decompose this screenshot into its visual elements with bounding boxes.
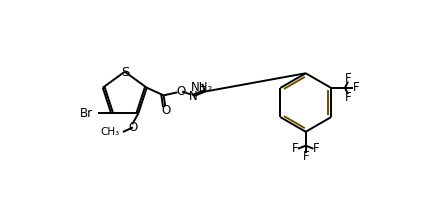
Text: N: N — [189, 90, 197, 103]
Text: CH₃: CH₃ — [100, 127, 120, 137]
Text: S: S — [121, 66, 129, 79]
Text: O: O — [176, 85, 185, 98]
Text: Br: Br — [80, 107, 93, 120]
Text: F: F — [302, 150, 308, 163]
Text: F: F — [344, 91, 351, 104]
Text: F: F — [312, 142, 319, 155]
Text: O: O — [128, 121, 137, 134]
Text: F: F — [344, 72, 351, 85]
Text: NH₂: NH₂ — [191, 81, 213, 94]
Text: F: F — [352, 81, 358, 94]
Text: F: F — [291, 142, 298, 155]
Text: O: O — [161, 104, 170, 117]
